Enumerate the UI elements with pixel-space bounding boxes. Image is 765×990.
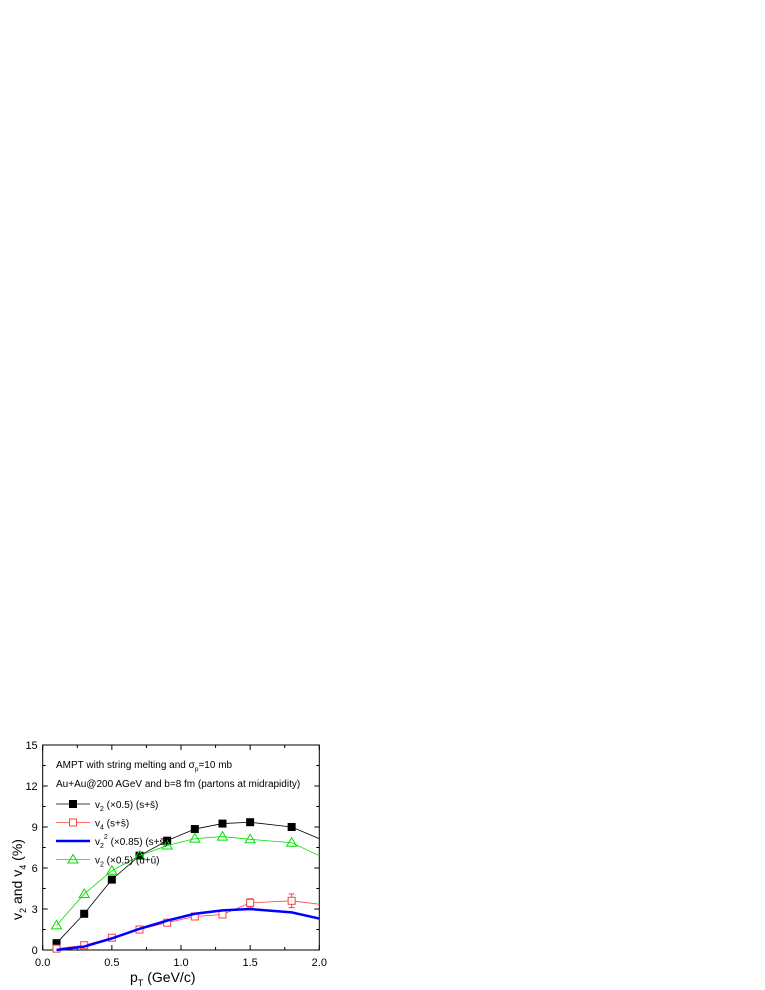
data-point bbox=[287, 823, 296, 831]
y-tick-label: 15 bbox=[25, 740, 37, 752]
legend-entry-2: v22 (×0.85) (s+s̄) bbox=[56, 834, 168, 850]
x-tick-label: 1.5 bbox=[243, 957, 258, 969]
series-line bbox=[56, 907, 320, 952]
y-tick-label: 12 bbox=[25, 781, 37, 793]
data-point bbox=[244, 833, 257, 844]
series-3 bbox=[50, 830, 320, 930]
legend-label: v2 (×0.5) (u+ū) bbox=[95, 856, 160, 869]
series-0 bbox=[52, 818, 320, 948]
y-tick-label: 0 bbox=[32, 945, 38, 957]
data-point bbox=[78, 887, 91, 898]
legend-label: v22 (×0.85) (s+s̄) bbox=[95, 834, 168, 850]
data-point bbox=[188, 832, 201, 843]
data-point bbox=[246, 898, 255, 907]
y-tick-label: 9 bbox=[32, 822, 38, 834]
legend-label: v4 (s+s̄) bbox=[95, 819, 129, 832]
data-point bbox=[218, 910, 227, 919]
data-point bbox=[287, 896, 296, 905]
series-line bbox=[56, 836, 320, 926]
legend-entry-0: v2 (×0.5) (s+s̄) bbox=[56, 800, 158, 813]
data-point bbox=[218, 819, 227, 828]
data-point bbox=[216, 830, 229, 841]
legend-marker bbox=[67, 853, 79, 864]
legend-label: v2 (×0.5) (s+s̄) bbox=[95, 800, 158, 813]
annotation-title: AMPT with string melting and σp=10 mb bbox=[56, 760, 233, 773]
x-axis-label: pT (GeV/c) bbox=[130, 969, 195, 988]
data-point bbox=[133, 849, 146, 860]
y-tick-label: 6 bbox=[32, 863, 38, 875]
x-tick-label: 2.0 bbox=[312, 957, 327, 969]
x-tick-label: 0.5 bbox=[104, 957, 119, 969]
x-tick-label: 0.0 bbox=[35, 957, 50, 969]
data-point bbox=[161, 839, 174, 850]
data-point bbox=[107, 875, 116, 884]
data-point bbox=[285, 836, 298, 847]
annotation-subtitle: Au+Au@200 AGeV and b=8 fm (partons at mi… bbox=[56, 779, 300, 790]
data-point bbox=[52, 939, 61, 948]
data-point bbox=[50, 919, 63, 930]
data-point bbox=[105, 864, 118, 875]
series-line bbox=[56, 900, 320, 950]
y-tick-label: 3 bbox=[32, 904, 38, 916]
y-axis-label: v2 and v4 (%) bbox=[9, 839, 28, 920]
data-point bbox=[246, 818, 255, 827]
x-tick-label: 1.0 bbox=[173, 957, 188, 969]
legend-entry-1: v4 (s+s̄) bbox=[56, 818, 129, 832]
data-point bbox=[190, 825, 199, 834]
legend-marker bbox=[69, 818, 77, 827]
data-point bbox=[80, 909, 89, 918]
series-line bbox=[56, 821, 320, 944]
series-2 bbox=[56, 907, 320, 952]
legend-entry-3: v2 (×0.5) (u+ū) bbox=[56, 853, 160, 869]
legend-marker bbox=[69, 800, 77, 808]
